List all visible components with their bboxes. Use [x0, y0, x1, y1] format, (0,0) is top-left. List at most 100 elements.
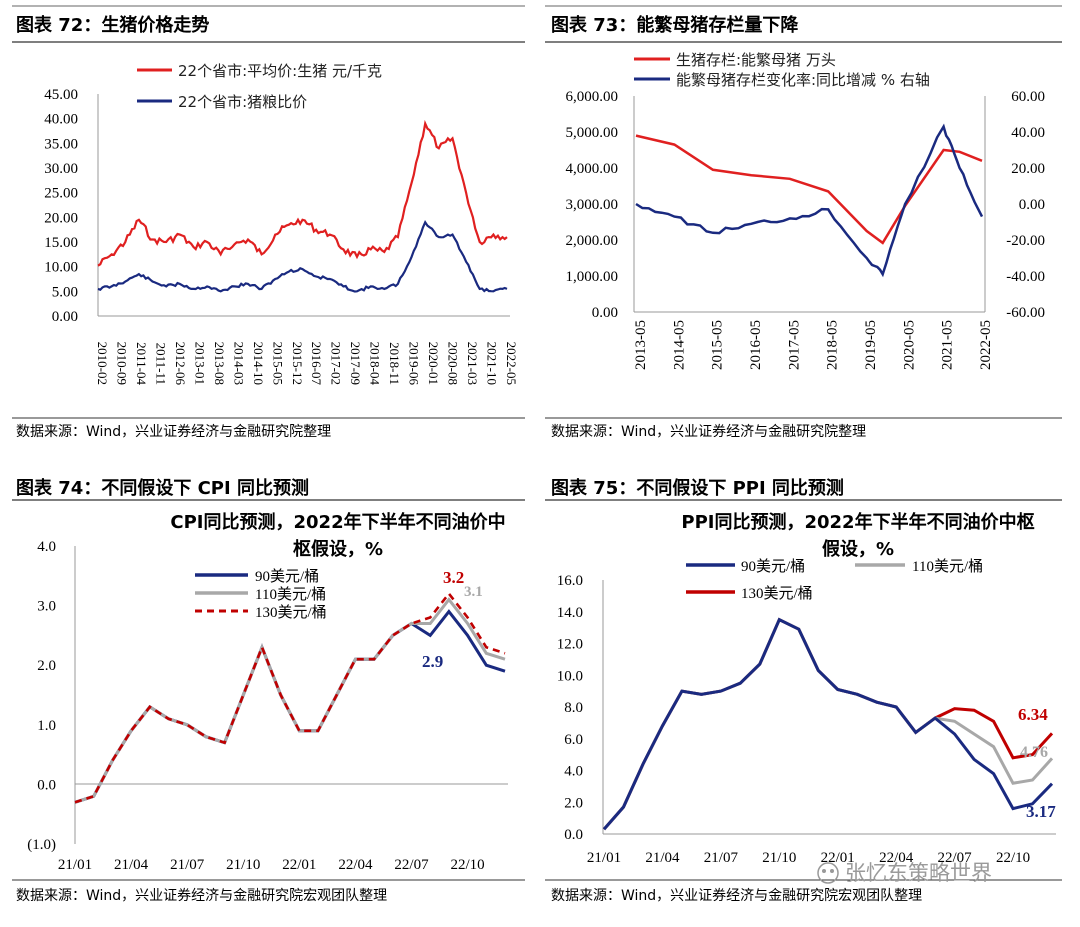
chart72-legend-price: 22个省市:平均价:生猪 元/千克 [178, 62, 382, 80]
chart73-y2tick: 0.00 [1019, 197, 1045, 213]
chart72-heading: 图表 72：生猪价格走势 [16, 14, 209, 36]
chart73-ytick: 6,000.00 [566, 89, 619, 105]
chart75-xtick: 21/01 [587, 850, 621, 866]
chart73-xtick: 2014-05 [671, 320, 687, 370]
chart75-ytick: 6.0 [564, 732, 583, 748]
chart72-series-price [98, 124, 507, 266]
chart73: 6,000.00 5,000.00 4,000.00 3,000.00 2,000.00… [566, 51, 1046, 370]
chart75-title-line2: 假设，% [822, 538, 894, 560]
chart72-xtick: 2021-10 [485, 342, 500, 385]
chart73-y2tick: 20.00 [1011, 161, 1045, 177]
chart74-annotation-130: 3.2 [443, 568, 464, 587]
chart74-annotation-110: 3.1 [464, 584, 483, 600]
chart75-source: 数据来源：Wind，兴业证券经济与金融研究院宏观团队整理 [551, 888, 922, 904]
chart75-ytick: 12.0 [557, 637, 583, 653]
chart74-xtick: 22/01 [282, 857, 316, 873]
chart72-series-ratio [98, 222, 507, 291]
chart72-source: 数据来源：Wind，兴业证券经济与金融研究院整理 [16, 424, 331, 440]
chart72: 45.00 40.00 35.00 30.00 25.00 20.00 15.00 10.00… [44, 62, 519, 385]
chart73-ytick: 0.00 [592, 305, 618, 321]
chart72-ytick: 20.00 [44, 210, 78, 226]
chart73-y2tick: 40.00 [1011, 125, 1045, 141]
chart-page: 图表 72：生猪价格走势 图表 73：能繁母猪存栏量下降 图表 74：不同假设下… [0, 0, 1080, 923]
chart72-xtick: 2010-09 [114, 342, 129, 385]
watermark-text: 张忆东策略世界 [845, 861, 992, 885]
chart75-heading: 图表 75：不同假设下 PPI 同比预测 [551, 477, 844, 499]
chart72-xtick: 2019-06 [407, 342, 422, 386]
chart74-ytick: 4.0 [37, 539, 56, 555]
chart75-series-110 [604, 620, 1052, 830]
chart73-xtick: 2019-05 [863, 320, 879, 370]
chart73-ytick: 1,000.00 [566, 269, 619, 285]
chart75-ytick: 2.0 [564, 795, 583, 811]
chart73-xtick: 2020-05 [901, 320, 917, 370]
chart75-ytick: 4.0 [564, 764, 583, 780]
chart75-series-130 [604, 620, 1052, 830]
chart73-ytick: 4,000.00 [566, 161, 619, 177]
chart74-xtick: 22/07 [394, 857, 429, 873]
chart74-legend-90: 90美元/桶 [255, 568, 319, 585]
chart74-ytick: (1.0) [27, 837, 56, 853]
chart74-series-110 [75, 600, 505, 803]
chart72-legend-ratio: 22个省市:猪粮比价 [178, 93, 307, 111]
chart73-xtick: 2017-05 [786, 320, 802, 370]
chart72-xtick: 2014-03 [231, 342, 246, 385]
chart73-ytick: 3,000.00 [566, 197, 619, 213]
chart74-xtick: 21/07 [170, 857, 205, 873]
chart75-ytick: 14.0 [557, 605, 583, 621]
chart73-legend-sows: 生猪存栏:能繁母猪 万头 [676, 51, 836, 69]
chart75-annotation-130: 6.34 [1018, 705, 1048, 724]
chart74-xtick: 22/10 [451, 857, 485, 873]
chart74-title-line1: CPI同比预测，2022年下半年不同油价中 [170, 511, 505, 533]
chart74-ytick: 2.0 [37, 658, 56, 674]
chart75-xtick: 21/04 [645, 850, 680, 866]
chart75-ytick: 8.0 [564, 700, 583, 716]
chart73-xtick: 2013-05 [633, 320, 649, 370]
chart75-ytick: 10.0 [557, 668, 583, 684]
chart72-xtick: 2016-07 [309, 342, 324, 386]
chart75-legend-110: 110美元/桶 [912, 558, 983, 575]
chart73-xtick: 2016-05 [748, 320, 764, 370]
chart73-series-yoy [636, 127, 982, 275]
chart72-ytick: 5.00 [52, 284, 78, 300]
chart73-ytick: 5,000.00 [566, 125, 619, 141]
chart74-series-90 [75, 612, 505, 803]
chart72-xtick: 2015-05 [270, 342, 285, 385]
chart72-xtick: 2011-11 [153, 343, 168, 385]
chart72-xtick: 2010-02 [95, 342, 110, 385]
chart72-ytick: 40.00 [44, 112, 78, 128]
chart72-xtick: 2014-10 [251, 342, 266, 385]
chart75-legend-90: 90美元/桶 [741, 558, 805, 575]
chart74-heading: 图表 74：不同假设下 CPI 同比预测 [16, 477, 309, 499]
chart73-y2tick: -60.00 [1006, 305, 1045, 321]
chart75-ytick: 16.0 [557, 573, 583, 589]
chart73-legend-yoy: 能繁母猪存栏变化率:同比增减 % 右轴 [676, 71, 930, 89]
chart72-xtick: 2015-12 [290, 342, 305, 385]
chart73-xtick: 2015-05 [710, 320, 726, 370]
chart72-xtick: 2018-11 [387, 342, 402, 385]
chart72-xtick: 2013-01 [192, 342, 207, 385]
chart75: PPI同比预测，2022年下半年不同油价中枢 假设，% 16.0 14.0 12.0… [557, 511, 1057, 866]
chart75-annotation-110: 4.76 [1020, 744, 1048, 761]
chart72-xtick: 2021-03 [465, 342, 480, 385]
chart72-xtick: 2022-05 [504, 342, 519, 385]
chart72-xtick: 2020-08 [446, 342, 461, 385]
chart73-xtick: 2021-05 [940, 320, 956, 370]
chart75-xtick: 22/10 [996, 850, 1030, 866]
chart72-xtick: 2013-08 [212, 342, 227, 385]
chart72-ytick: 35.00 [44, 136, 78, 152]
chart75-title-line1: PPI同比预测，2022年下半年不同油价中枢 [681, 511, 1034, 533]
chart72-ytick: 15.00 [44, 235, 78, 251]
chart73-xtick: 2022-05 [978, 320, 994, 370]
chart72-xtick: 2020-01 [426, 342, 441, 385]
chart72-ytick: 45.00 [44, 87, 78, 103]
chart72-ytick: 10.00 [44, 260, 78, 276]
chart74-series-130 [75, 594, 505, 803]
chart74-title-line2: 枢假设，% [293, 538, 383, 560]
chart74-ytick: 3.0 [37, 599, 56, 615]
chart73-source: 数据来源：Wind，兴业证券经济与金融研究院整理 [551, 424, 866, 440]
chart74-xtick: 21/10 [226, 857, 260, 873]
chart75-xtick: 21/10 [762, 850, 796, 866]
chart72-ytick: 30.00 [44, 161, 78, 177]
chart73-y2tick: -40.00 [1006, 269, 1045, 285]
